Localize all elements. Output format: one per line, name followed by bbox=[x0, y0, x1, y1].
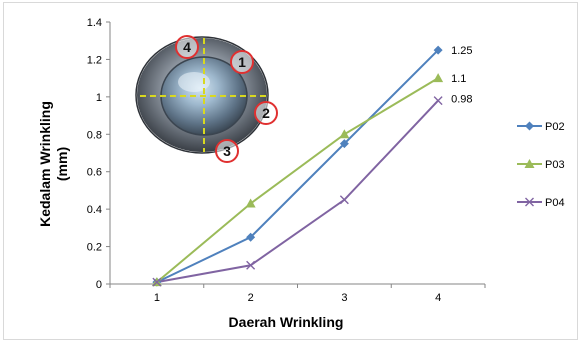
data-point-p02 bbox=[433, 45, 443, 55]
badge-number: 2 bbox=[262, 105, 270, 121]
series-line-p03 bbox=[156, 77, 439, 283]
legend-marker bbox=[524, 159, 535, 168]
data-point-p02 bbox=[339, 139, 349, 149]
data-point-p04 bbox=[339, 195, 349, 205]
region-badge-4: 4 bbox=[175, 35, 199, 59]
legend-marker bbox=[525, 121, 534, 131]
data-label-p04: 0.98 bbox=[451, 94, 472, 106]
legend-label: P04 bbox=[545, 197, 565, 209]
data-point-p03 bbox=[433, 73, 444, 83]
data-markers bbox=[151, 45, 444, 287]
legend-label: P02 bbox=[545, 121, 565, 133]
data-labels: 1.25 1.1 0.98 bbox=[451, 45, 472, 106]
data-point-p04 bbox=[152, 277, 162, 287]
data-point-p04 bbox=[246, 260, 256, 270]
data-label-p02: 1.25 bbox=[451, 45, 472, 57]
series-line-p02 bbox=[156, 49, 439, 284]
x-tick-label: 4 bbox=[435, 292, 441, 304]
legend: P02 P03 P04 bbox=[517, 121, 565, 209]
badge-number: 4 bbox=[183, 39, 191, 55]
badge-circle bbox=[230, 50, 254, 74]
x-tick-label: 3 bbox=[341, 292, 347, 304]
legend-item-p02: P02 bbox=[517, 121, 565, 133]
x-tick-label: 1 bbox=[154, 292, 160, 304]
data-label-p03: 1.1 bbox=[451, 73, 466, 85]
badge-circle bbox=[175, 35, 199, 59]
legend-item-p04: P04 bbox=[517, 197, 565, 209]
region-badge-2: 2 bbox=[254, 101, 278, 125]
inset-photo: 1 2 3 4 bbox=[135, 35, 278, 163]
y-tick-label: 0.2 bbox=[87, 242, 102, 254]
badge-circle bbox=[254, 101, 278, 125]
y-axis-title: Kedalam Wrinkling (mm) bbox=[37, 101, 70, 227]
data-point-p03 bbox=[339, 129, 350, 139]
badge-circle bbox=[215, 139, 239, 163]
legend-label: P03 bbox=[545, 159, 565, 171]
badge-number: 3 bbox=[223, 143, 231, 159]
y-axis-title-line-1: Kedalam Wrinkling bbox=[37, 101, 53, 227]
data-point-p03 bbox=[245, 198, 256, 208]
y-tick-labels: 0 0.2 0.4 0.6 0.8 1 1.2 1.4 bbox=[87, 17, 110, 291]
region-badge-1: 1 bbox=[230, 50, 254, 74]
data-point-p02 bbox=[246, 232, 256, 242]
y-axis-title-line-2: (mm) bbox=[54, 147, 70, 181]
region-badge-3: 3 bbox=[215, 139, 239, 163]
series-lines bbox=[156, 49, 439, 284]
y-tick-label: 0.6 bbox=[87, 167, 102, 179]
cup-highlight bbox=[178, 72, 210, 92]
y-tick-label: 1.4 bbox=[87, 17, 102, 29]
y-tick-label: 1.2 bbox=[87, 54, 102, 66]
y-tick-label: 1 bbox=[96, 92, 102, 104]
x-tick-label: 2 bbox=[248, 292, 254, 304]
x-axis-title: Daerah Wrinkling bbox=[229, 314, 344, 330]
badge-number: 1 bbox=[238, 54, 246, 70]
crosshair bbox=[140, 38, 268, 152]
series-line-p04 bbox=[156, 99, 439, 284]
y-tick-label: 0 bbox=[96, 279, 102, 291]
region-badges: 1 2 3 4 bbox=[175, 35, 278, 163]
flange-edge bbox=[135, 36, 269, 154]
legend-marker bbox=[525, 197, 534, 207]
x-tick-labels: 1 2 3 4 bbox=[109, 284, 486, 304]
y-tick-label: 0.8 bbox=[87, 129, 102, 141]
legend-item-p03: P03 bbox=[517, 159, 565, 171]
y-tick-label: 0.4 bbox=[87, 204, 102, 216]
data-point-p04 bbox=[433, 96, 443, 106]
